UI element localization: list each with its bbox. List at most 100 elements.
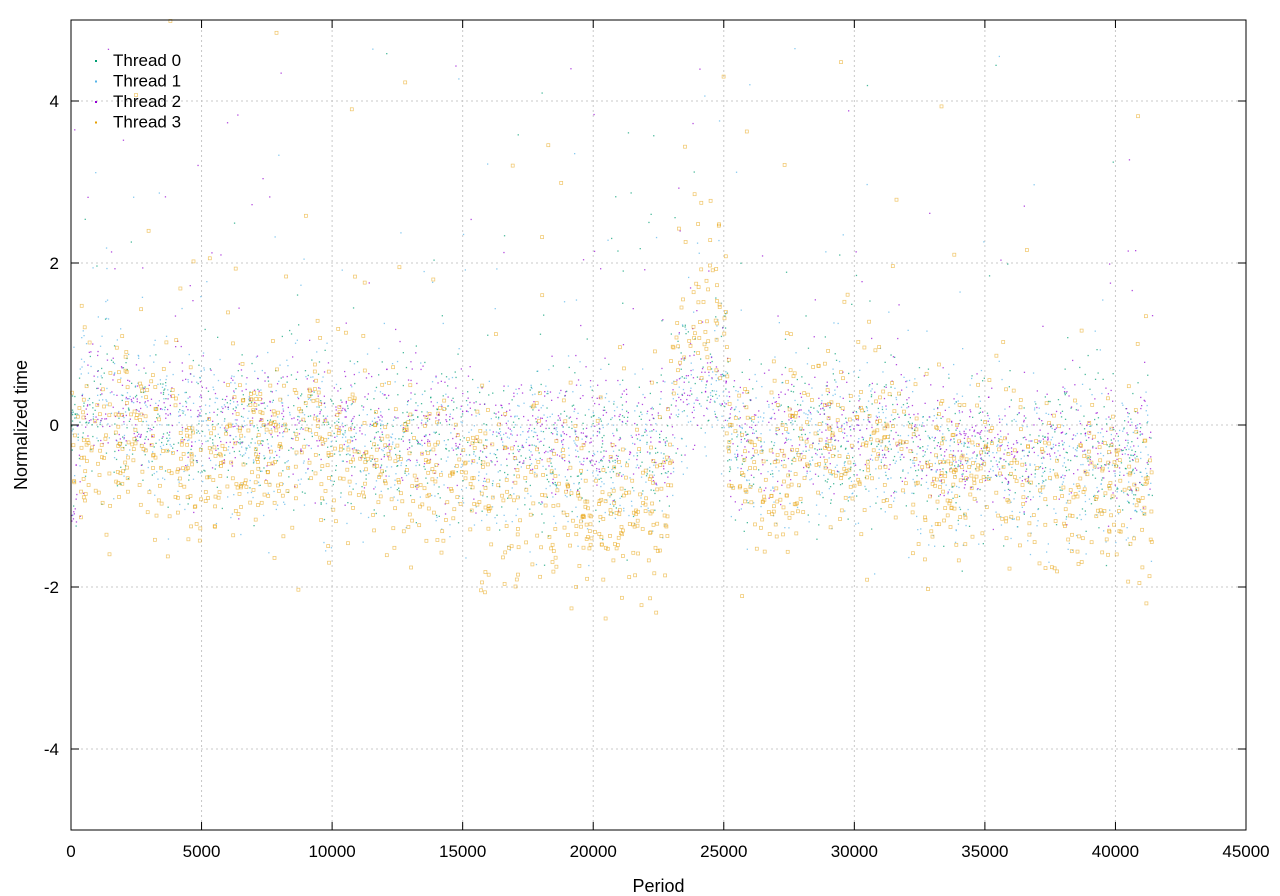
data-point xyxy=(960,462,962,464)
data-point xyxy=(987,478,989,480)
data-point xyxy=(1057,450,1059,452)
data-point xyxy=(775,433,777,435)
data-point xyxy=(982,440,985,442)
data-point xyxy=(125,362,127,364)
data-point xyxy=(166,424,168,426)
data-point xyxy=(352,455,354,457)
data-point xyxy=(366,353,369,355)
data-point xyxy=(885,386,887,388)
data-point xyxy=(905,386,908,388)
data-point xyxy=(77,425,79,427)
data-point xyxy=(917,413,919,415)
data-point xyxy=(797,403,799,406)
data-point xyxy=(712,395,714,397)
data-point xyxy=(424,390,426,392)
data-point xyxy=(162,436,164,438)
data-point xyxy=(297,415,299,418)
data-point xyxy=(1058,498,1060,500)
data-point xyxy=(451,399,453,402)
data-point xyxy=(75,521,78,523)
data-point xyxy=(201,448,203,450)
data-point xyxy=(172,373,174,376)
data-point xyxy=(583,443,585,445)
data-point xyxy=(839,406,841,409)
data-point xyxy=(714,401,716,403)
data-point xyxy=(497,432,499,434)
data-point xyxy=(978,543,980,545)
data-point xyxy=(71,514,73,517)
data-point xyxy=(390,436,392,438)
data-point xyxy=(1022,425,1024,427)
data-point xyxy=(162,393,165,395)
data-point xyxy=(475,415,477,417)
data-point xyxy=(1149,540,1154,544)
data-point xyxy=(1039,429,1041,431)
data-point xyxy=(634,410,636,412)
data-point xyxy=(661,367,663,370)
data-point xyxy=(88,420,91,422)
data-point xyxy=(600,396,602,398)
data-point xyxy=(248,398,250,400)
data-point xyxy=(381,361,383,363)
data-point xyxy=(1133,494,1135,496)
data-point xyxy=(535,406,537,408)
data-point xyxy=(274,428,279,433)
data-point xyxy=(849,468,851,471)
data-point xyxy=(381,416,383,418)
data-point xyxy=(460,421,462,423)
data-point xyxy=(268,552,270,554)
data-point xyxy=(600,368,602,370)
data-point xyxy=(1088,421,1090,423)
data-point xyxy=(568,366,570,369)
data-point xyxy=(93,444,95,446)
data-point xyxy=(773,501,775,503)
data-point xyxy=(1052,443,1055,446)
data-point xyxy=(536,475,538,477)
data-point xyxy=(1036,406,1038,409)
data-point xyxy=(316,415,318,417)
data-point xyxy=(187,503,189,505)
data-point xyxy=(771,416,773,418)
data-point xyxy=(530,495,532,497)
data-point xyxy=(375,386,378,389)
data-point xyxy=(828,452,830,454)
data-point xyxy=(348,445,350,447)
data-point xyxy=(700,405,702,407)
data-point xyxy=(474,439,479,443)
data-point xyxy=(1144,400,1146,402)
data-point xyxy=(153,472,155,475)
data-point xyxy=(309,415,312,417)
data-point xyxy=(290,437,293,440)
data-point xyxy=(452,507,457,512)
data-point xyxy=(131,453,134,455)
data-point xyxy=(347,453,349,455)
data-point xyxy=(971,377,973,380)
data-point xyxy=(613,499,616,501)
data-point xyxy=(1060,432,1062,434)
data-point xyxy=(847,452,849,455)
data-point xyxy=(168,434,170,436)
data-point xyxy=(1105,387,1107,389)
data-point xyxy=(607,239,609,241)
data-point xyxy=(629,477,631,479)
data-point xyxy=(513,480,518,485)
data-point xyxy=(165,382,167,384)
data-point xyxy=(191,431,193,433)
data-point xyxy=(807,414,809,416)
data-point xyxy=(257,388,259,391)
data-point xyxy=(917,464,920,466)
data-point xyxy=(660,473,663,475)
data-point xyxy=(509,549,511,551)
data-point xyxy=(535,445,537,447)
data-point xyxy=(1129,446,1132,448)
data-point xyxy=(869,505,871,508)
data-point xyxy=(632,515,635,518)
data-point xyxy=(613,410,616,412)
data-point xyxy=(1049,400,1051,403)
data-point xyxy=(730,426,732,428)
data-point xyxy=(1136,431,1138,434)
data-point xyxy=(507,427,510,429)
data-point xyxy=(226,395,228,398)
data-point xyxy=(1131,454,1133,457)
data-point xyxy=(855,411,857,413)
